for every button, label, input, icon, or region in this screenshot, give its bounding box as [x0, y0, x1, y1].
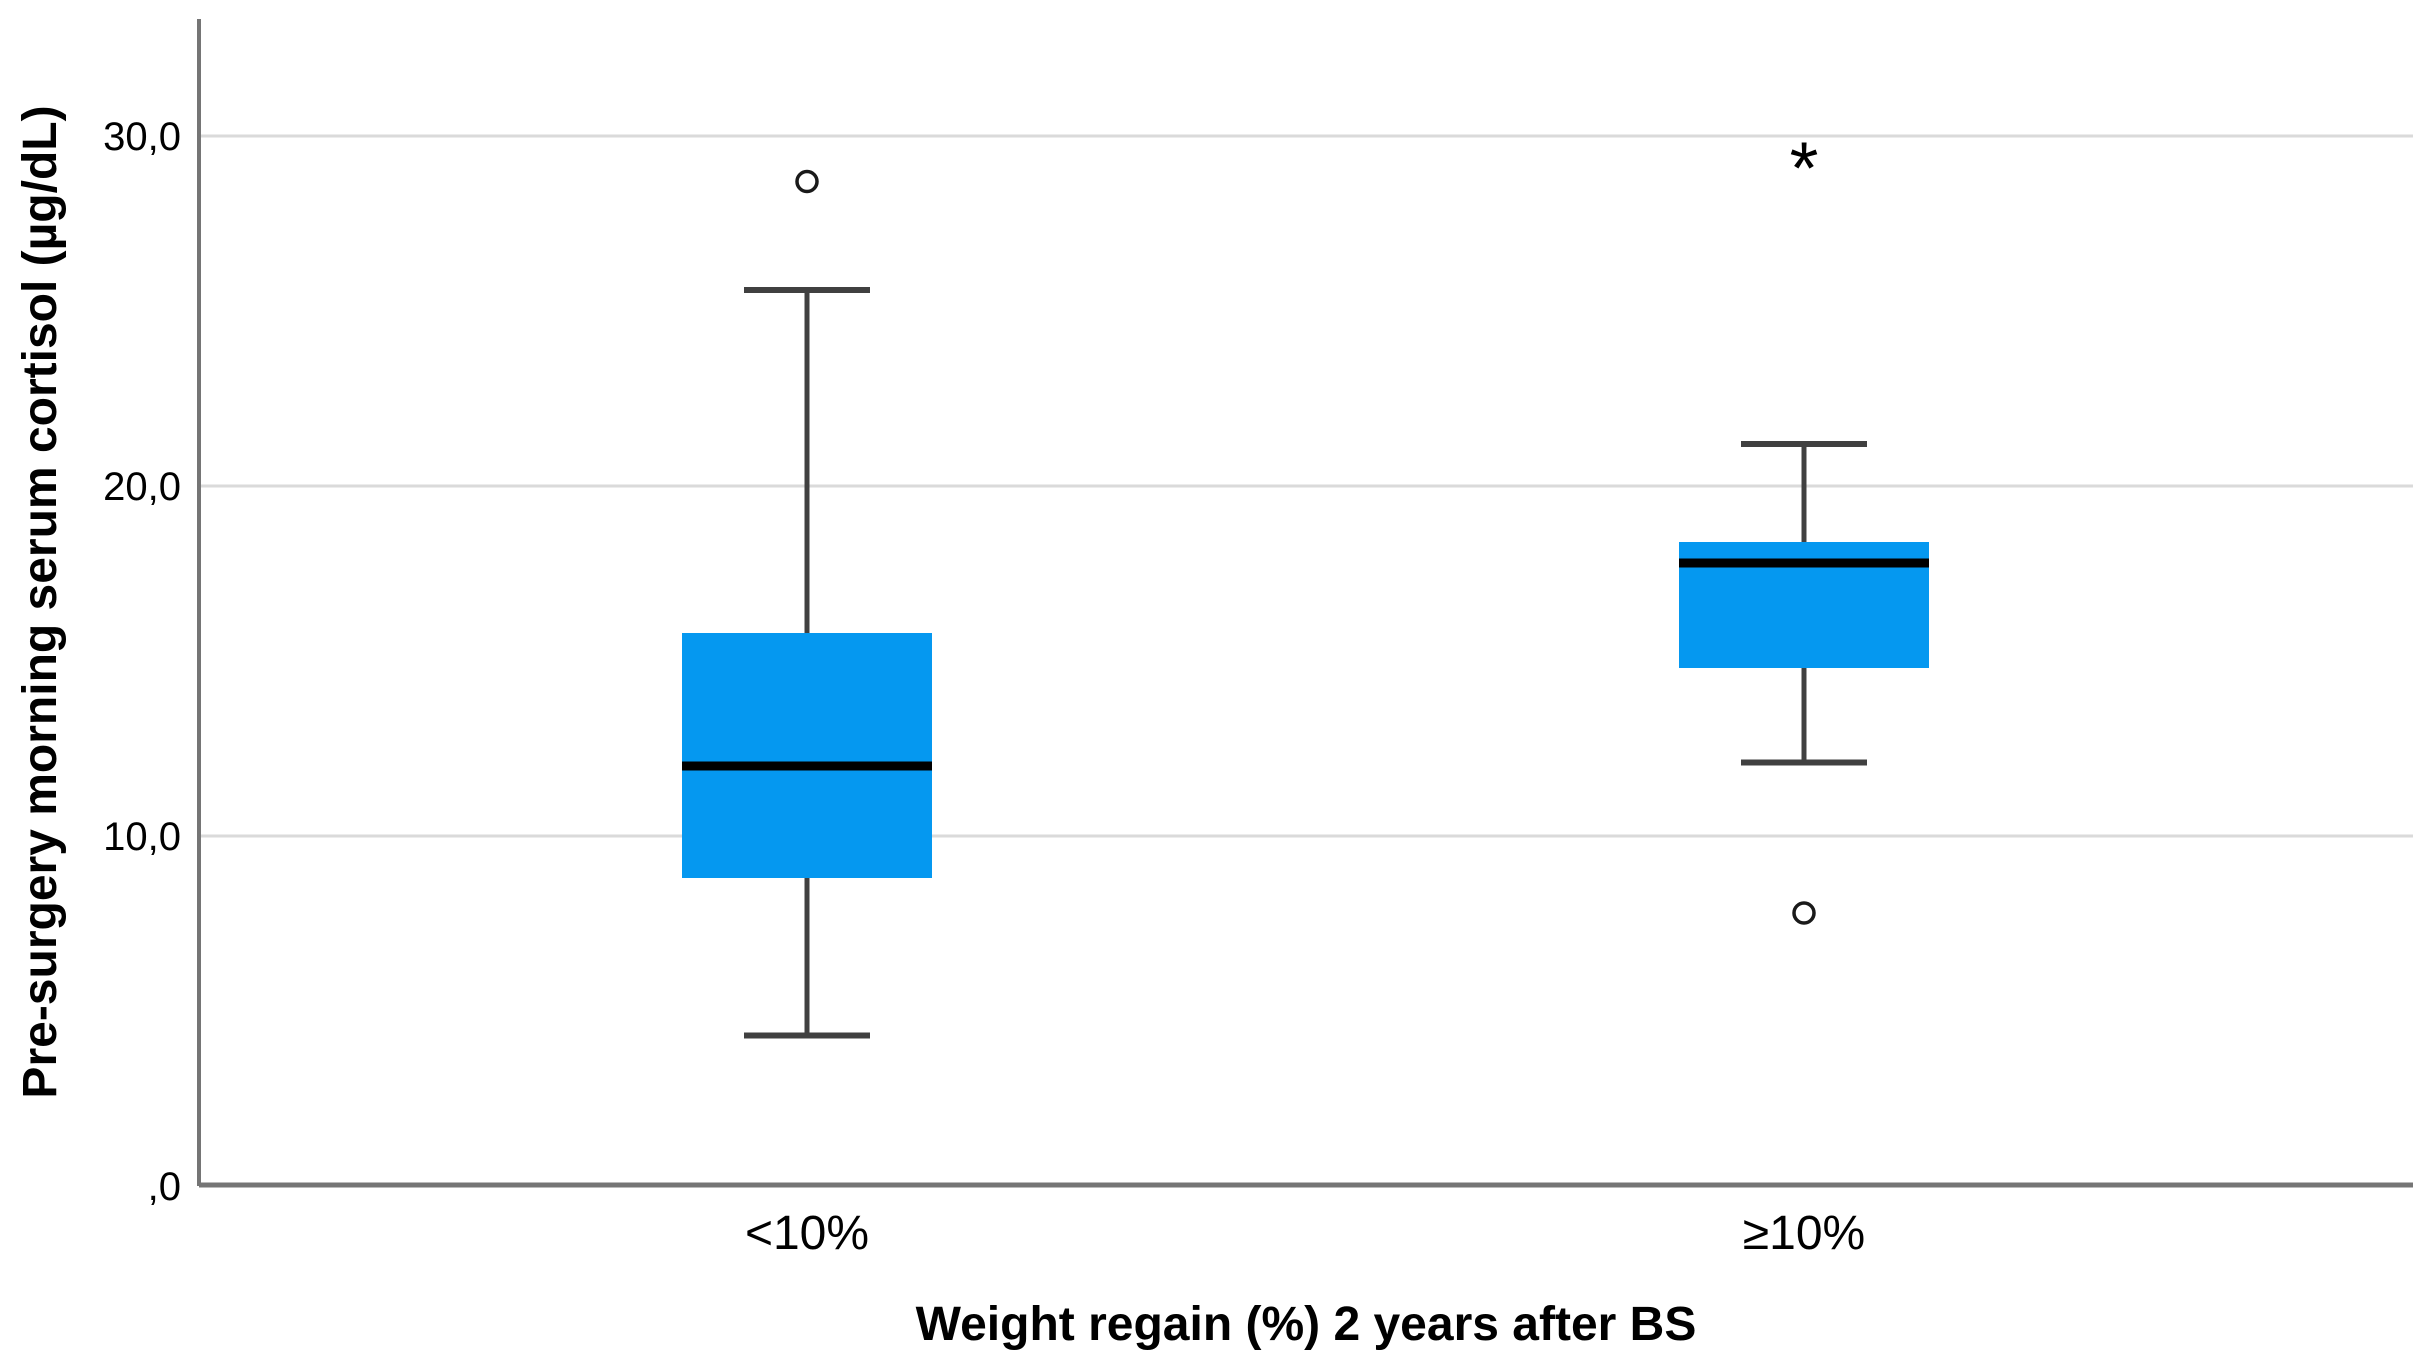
y-tick-label: 10,0	[103, 815, 181, 859]
y-tick-label: 30,0	[103, 115, 181, 159]
y-tick-label: 20,0	[103, 465, 181, 509]
extreme-asterisk-marker: *	[1790, 127, 1819, 210]
x-axis-title: Weight regain (%) 2 years after BS	[916, 1298, 1697, 1351]
iqr-box	[682, 633, 932, 878]
y-axis-title: Pre-surgery morning serum cortisol (µg/d…	[14, 105, 67, 1098]
outlier-circle-marker	[1792, 901, 1816, 925]
y-tick-label: ,0	[148, 1165, 181, 1209]
outlier-circle-marker	[795, 169, 819, 194]
x-category-label: <10%	[745, 1207, 869, 1260]
x-category-label: ≥10%	[1743, 1207, 1865, 1260]
